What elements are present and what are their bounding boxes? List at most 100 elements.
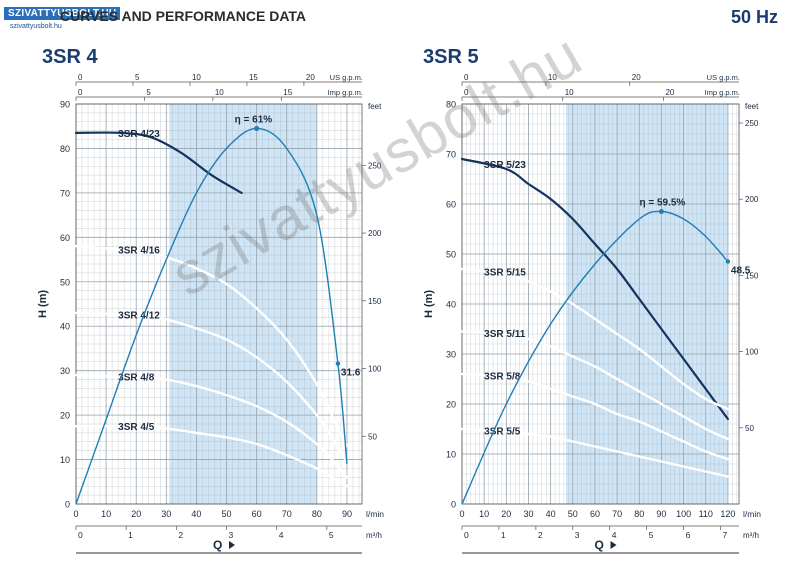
y2-axis-title: feet: [368, 102, 382, 111]
efficiency-peak-label: η = 59.5%: [639, 198, 685, 209]
top-us-tick-label: 0: [78, 73, 83, 82]
frequency-label: 50 Hz: [730, 7, 778, 27]
x-tick-label: 0: [459, 509, 464, 519]
x-tick-label: 30: [161, 509, 171, 519]
top-imp-tick-label: 5: [146, 88, 151, 97]
top-us-tick-label: 5: [135, 73, 140, 82]
top-imp-tick-label: 10: [215, 88, 224, 97]
y-tick-label: 70: [446, 150, 456, 160]
model-title-right: 3SR 5: [423, 46, 479, 68]
y-tick-label: 10: [60, 455, 70, 465]
series-line-3sr-4-23: [74, 131, 243, 194]
x-axis-title: Q: [213, 538, 222, 552]
y2-tick-label: 150: [368, 297, 382, 306]
top-us-axis-title: US g.p.m.: [707, 73, 740, 82]
series-line-3sr-5-5: [460, 427, 730, 478]
operating-range-shade: [169, 104, 317, 504]
x2-tick-label: 5: [329, 530, 334, 540]
efficiency-end-point: [725, 259, 731, 264]
x-tick-label: 100: [676, 509, 691, 519]
y2-tick-label: 200: [745, 195, 759, 204]
chart-3sr4: 3SR 4/23 3SR 4/16 3SR 4/12 3SR 4/8 3SR 4/5 η …: [37, 73, 384, 554]
x-tick-label: 70: [282, 509, 292, 519]
top-imp-axis-title: Imp g.p.m.: [705, 88, 740, 97]
series-label: 3SR 5/11: [484, 329, 526, 340]
y-tick-label: 80: [446, 100, 456, 110]
site-badge[interactable]: SZIVATTYUSBOLT.HU szivattyusbolt.hu: [4, 3, 121, 33]
y-tick-label: 60: [60, 233, 70, 243]
x-axis-arrow: [229, 541, 235, 549]
x-tick-label: 50: [222, 509, 232, 519]
efficiency-peak-point: [658, 209, 664, 214]
y-tick-label: 30: [60, 366, 70, 376]
series-line-3sr-4-12: [74, 311, 349, 463]
x-tick-label: 10: [479, 509, 489, 519]
y-tick-label: 10: [446, 450, 456, 460]
x-tick-label: 20: [131, 509, 141, 519]
y2-tick-label: 250: [368, 161, 382, 170]
y-tick-label: 90: [60, 100, 70, 110]
series-label: 3SR 5/8: [484, 371, 521, 382]
y2-tick-label: 150: [745, 271, 759, 280]
efficiency-end-label: 31.6: [341, 368, 361, 379]
x2-tick-label: 2: [538, 530, 543, 540]
x2-tick-label: 4: [279, 530, 284, 540]
y-axis-title: H (m): [37, 290, 49, 318]
y2-tick-label: 250: [745, 119, 759, 128]
top-imp-tick-label: 20: [665, 88, 674, 97]
top-us-axis-title: US g.p.m.: [330, 73, 363, 82]
top-us-tick-label: 0: [464, 73, 469, 82]
top-us-tick-label: 10: [192, 73, 201, 82]
x-axis-title: Q: [595, 538, 604, 552]
efficiency-end-label: 48.5: [731, 266, 751, 277]
series-label: 3SR 5/5: [484, 426, 521, 437]
plot-frame: [75, 103, 363, 505]
series-line-3sr-4-16: [74, 245, 349, 448]
x2-tick-label: 0: [78, 530, 83, 540]
top-us-tick-label: 10: [548, 73, 557, 82]
top-us-tick-label: 20: [632, 73, 641, 82]
y-tick-label: 50: [60, 277, 70, 287]
series-line-3sr-5-11: [460, 330, 730, 441]
plot-frame: [461, 103, 740, 505]
series-line-3sr-5-8: [460, 372, 730, 461]
y2-tick-label: 50: [368, 432, 377, 441]
series-label: 3SR 4/5: [118, 422, 155, 433]
x-tick-label: 110: [699, 509, 713, 519]
x-unit-label: l/min: [366, 509, 384, 519]
y-tick-label: 40: [446, 300, 456, 310]
y2-axis-title: feet: [745, 102, 759, 111]
x-tick-label: 40: [546, 509, 556, 519]
model-title-left: 3SR 4: [42, 46, 98, 68]
efficiency-peak-label: η = 61%: [235, 114, 273, 125]
top-imp-tick-label: 0: [78, 88, 83, 97]
series-line-3sr-5-15: [460, 267, 730, 411]
x2-unit-label: m³/h: [743, 531, 759, 540]
page-title: CURVES AND PERFORMANCE DATA: [60, 8, 307, 24]
x2-tick-label: 0: [464, 530, 469, 540]
efficiency-curve: [75, 127, 348, 505]
series-label: 3SR 5/23: [484, 160, 526, 171]
efficiency-end-point: [335, 361, 341, 366]
site-badge-sub: szivattyusbolt.hu: [10, 23, 62, 30]
y2-tick-label: 200: [368, 229, 382, 238]
x2-tick-label: 7: [723, 530, 728, 540]
top-imp-tick-label: 10: [565, 88, 574, 97]
x-tick-label: 80: [634, 509, 644, 519]
series-label: 3SR 4/23: [118, 129, 160, 140]
y-tick-label: 0: [451, 500, 456, 510]
y-tick-label: 60: [446, 200, 456, 210]
x2-tick-label: 4: [612, 530, 617, 540]
x-tick-label: 20: [501, 509, 511, 519]
x2-tick-label: 2: [178, 530, 183, 540]
x2-tick-label: 3: [229, 530, 234, 540]
y-tick-label: 80: [60, 144, 70, 154]
y-axis-title: H (m): [423, 290, 435, 318]
x-tick-label: 60: [252, 509, 262, 519]
x-tick-label: 80: [312, 509, 322, 519]
x-tick-label: 90: [342, 509, 352, 519]
y-tick-label: 30: [446, 350, 456, 360]
x-tick-label: 30: [523, 509, 533, 519]
y2-tick-label: 100: [745, 348, 759, 357]
x2-tick-label: 5: [649, 530, 654, 540]
